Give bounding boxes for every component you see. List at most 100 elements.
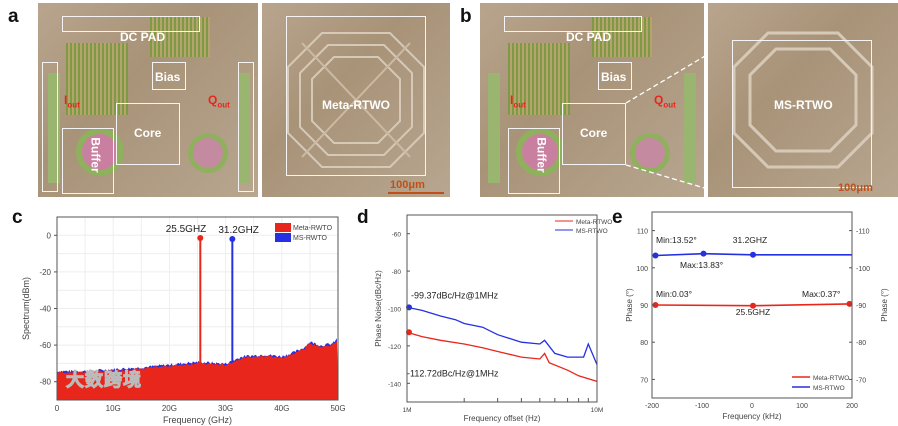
scale-line-a	[388, 192, 444, 194]
q-out-text: Q	[654, 93, 664, 107]
inductor-box-b	[732, 40, 872, 188]
x-tick-label: 10M	[591, 407, 604, 414]
data-point	[750, 302, 756, 309]
meta-rtwo-label: Meta-RTWO	[322, 98, 390, 112]
x-tick-label: -100	[695, 403, 709, 410]
y-axis-label-right: Phase (°)	[880, 288, 889, 322]
pad-column	[238, 73, 250, 183]
core-label-a: Core	[134, 126, 162, 140]
legend-label: MS-RTWO	[576, 228, 608, 235]
core-label-b: Core	[580, 126, 608, 140]
panel-label-c: c	[12, 207, 23, 228]
x-tick-label: 200	[846, 403, 858, 410]
data-point	[652, 302, 659, 308]
data-point	[750, 251, 756, 258]
circuit-grid	[592, 17, 652, 57]
x-tick-label: 100	[796, 403, 808, 410]
annotation: 25.5GHZ	[736, 307, 771, 317]
peak-label-1: 31.2GHZ	[218, 225, 259, 236]
core-box-b	[562, 103, 626, 165]
pad-box-left-a	[42, 62, 58, 192]
y-axis-label: Phase (°)	[625, 288, 634, 322]
buffer-label-b: Buffer	[534, 137, 549, 173]
y-tick-label: -20	[39, 268, 51, 277]
y-tick-label: 100	[636, 266, 648, 273]
spectrum-chart: 25.5GHZ 31.2GHZ 0 -20 -40 -60 -80 0 10G 20G 30G 40G…	[21, 216, 346, 425]
q-out-label-b: Qout	[654, 93, 676, 109]
y-axis-label: Spectrum(dBm)	[21, 277, 31, 340]
annotation: Max:13.83°	[680, 260, 723, 270]
peak-label-0: 25.5GHZ	[166, 224, 207, 235]
bias-label-b: Bias	[601, 70, 627, 84]
y-tick-label: 110	[637, 229, 648, 236]
annotation: Min:13.52°	[656, 235, 697, 245]
y-tick-label-right: -80	[856, 340, 866, 347]
y-tick-label-right: -70	[856, 377, 866, 384]
y-tick-label-right: -110	[856, 229, 870, 236]
y-tick-label: -120	[388, 344, 401, 351]
i-out-text: I	[510, 93, 514, 107]
bias-label-a: Bias	[155, 70, 181, 84]
q-out-subscript: out	[663, 100, 676, 110]
legend-label: MS-RWTO	[293, 235, 328, 242]
circuit-grid	[150, 17, 210, 57]
data-point	[652, 252, 659, 259]
annotation-meta: -112.72dBc/Hz@1MHz	[407, 368, 499, 378]
y-tick-label: -140	[388, 381, 401, 388]
x-tick-label: 10G	[106, 404, 121, 413]
legend-swatch	[275, 223, 291, 232]
phase-chart: Meta-RTWO MS-RTWO Min:13.52° Max:13.83° 31.2…	[625, 211, 889, 421]
x-axis-label: Frequency (GHz)	[163, 415, 232, 425]
annotation: Min:0.03°	[656, 289, 692, 299]
pad-column	[684, 73, 696, 183]
y-tick-label: 0	[47, 231, 52, 240]
panel-label-e: e	[612, 207, 623, 228]
y-tick-label: -100	[388, 307, 401, 314]
y-tick-label: -40	[39, 305, 51, 314]
dc-pad-box-b	[504, 16, 642, 32]
x-tick-label: 40G	[274, 404, 289, 413]
octagonal-inductor-b	[732, 31, 874, 169]
peak-marker-1	[229, 235, 236, 242]
y-tick-label: -60	[39, 341, 51, 350]
buffer-box-a	[62, 128, 114, 194]
x-axis-label: Frequency (kHz)	[722, 412, 781, 421]
pad-box-right-a	[238, 62, 254, 192]
circuit-grid	[508, 43, 570, 115]
dc-pad-label-b: DC PAD	[566, 30, 612, 44]
meta-rwto-noise-area	[57, 340, 338, 400]
core-box-a	[116, 103, 180, 165]
series-line-ms-rtwo	[406, 306, 598, 365]
q-out-subscript: out	[217, 100, 230, 110]
x-tick-label: 0	[750, 403, 754, 410]
i-out-subscript: out	[67, 100, 80, 110]
peak-marker-0	[197, 235, 204, 242]
legend-label: MS-RTWO	[813, 385, 845, 392]
ms-rtwo-label: MS-RTWO	[774, 98, 833, 112]
octagonal-inductor-a	[287, 32, 425, 168]
inductor-micrograph-a	[262, 3, 450, 197]
x-tick-label: 20G	[162, 404, 177, 413]
y-tick-label: 90	[640, 303, 648, 310]
dc-pad-label-a: DC PAD	[120, 30, 166, 44]
series-line-ms-rtwo	[655, 252, 852, 257]
buffer-box-b	[508, 128, 560, 194]
chip-micrograph-a	[38, 3, 258, 197]
panel-label-d: d	[357, 207, 369, 228]
annotation: Max:0.37°	[802, 289, 840, 299]
inductor-box-a	[286, 16, 426, 176]
dc-pad-box-a	[62, 16, 200, 32]
x-tick-label: 30G	[218, 404, 233, 413]
y-axis-label: Phase Noise(dBc/Hz)	[374, 270, 383, 347]
output-inductor	[630, 133, 670, 173]
bias-box-a	[152, 62, 186, 90]
data-point	[700, 250, 707, 257]
output-inductor	[188, 133, 228, 173]
x-axis-label: Frequency offset (Hz)	[464, 414, 541, 423]
y-tick-label: -80	[39, 378, 51, 387]
y-tick-label-right: -90	[856, 303, 866, 310]
i-out-label-b: Iout	[510, 93, 526, 109]
annotation-ms: -99.37dBc/Hz@1MHz	[411, 290, 499, 300]
i-out-label-a: Iout	[64, 93, 80, 109]
x-tick-label: 0	[55, 404, 60, 413]
